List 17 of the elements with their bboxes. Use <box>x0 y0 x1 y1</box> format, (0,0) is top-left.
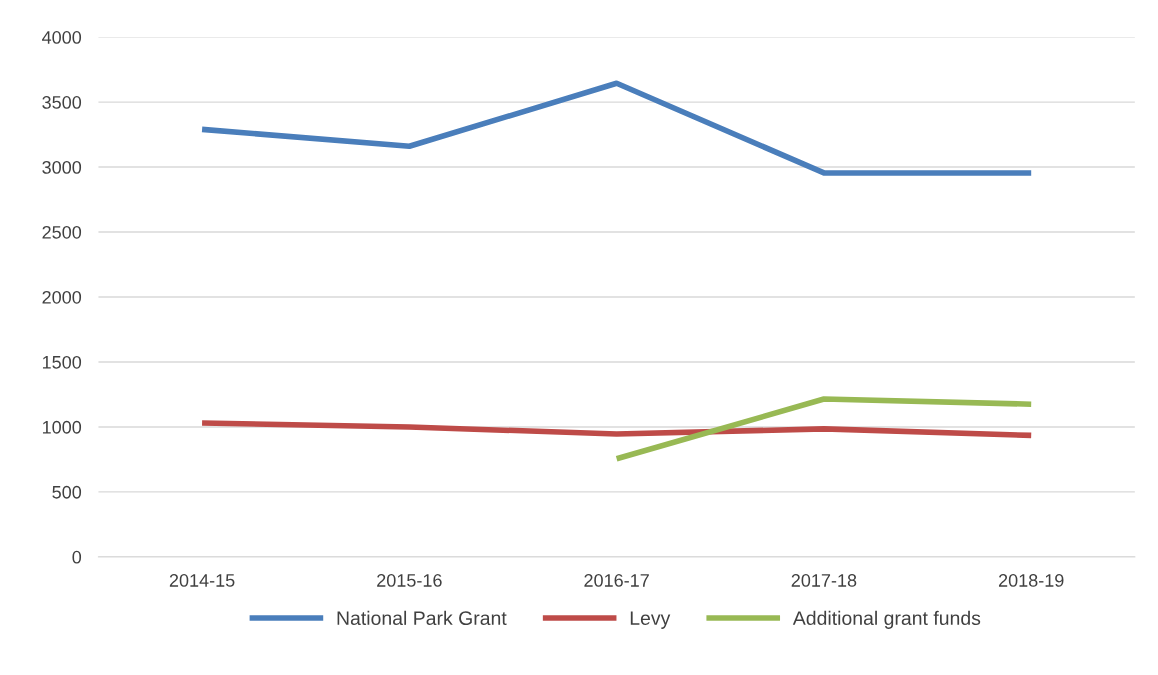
y-tick-label: 1000 <box>42 420 82 434</box>
legend-label: Levy <box>630 611 671 629</box>
y-tick-label: 2500 <box>42 225 82 239</box>
legend-label: Additional grant funds <box>792 610 981 629</box>
y-tick-label: 0 <box>72 550 82 564</box>
x-tick-label: 2016-17 <box>584 574 649 587</box>
y-tick-label: 4000 <box>42 31 82 44</box>
x-tick-label: 2014-15 <box>169 574 235 587</box>
x-tick-label: 2018-19 <box>998 574 1064 587</box>
legend-label: National Park Grant <box>337 610 507 626</box>
y-tick-label: 3500 <box>42 96 82 109</box>
y-tick-label: 500 <box>52 485 82 499</box>
y-tick-label: 1500 <box>42 355 82 369</box>
x-tick-label: 2015-16 <box>377 574 442 587</box>
x-tick-label: 2017-18 <box>791 574 857 587</box>
y-tick-label: 2000 <box>42 290 82 304</box>
y-tick-label: 3000 <box>42 161 82 174</box>
